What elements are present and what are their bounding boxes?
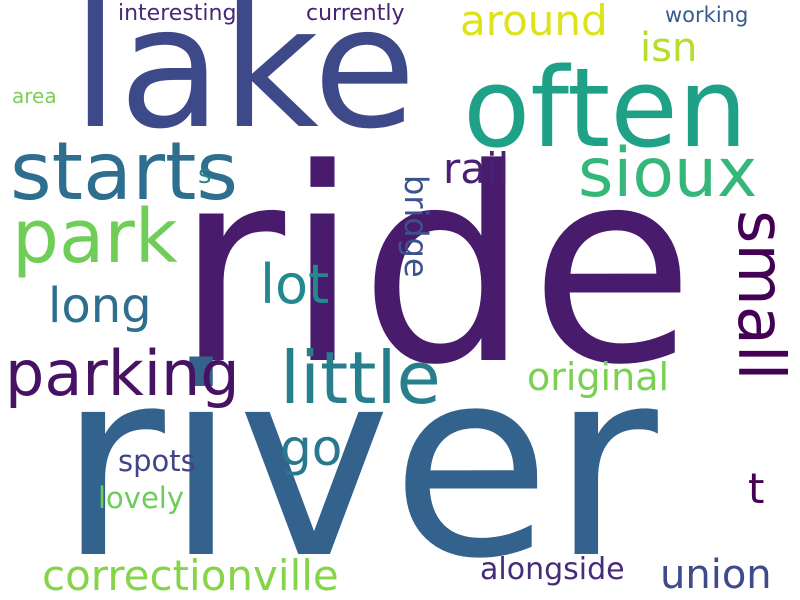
word-currently: currently xyxy=(306,1,405,26)
word-long: long xyxy=(48,278,152,334)
word-lake: lake xyxy=(72,0,417,166)
word-area: area xyxy=(12,84,57,108)
word-bridge: bridge xyxy=(397,175,435,278)
word-s: s xyxy=(198,160,212,190)
word-isn: isn xyxy=(640,25,698,71)
word-park: park xyxy=(12,194,178,280)
word-spots: spots xyxy=(118,444,196,478)
word-lot: lot xyxy=(260,253,330,316)
word-t: t xyxy=(748,464,765,513)
word-river: river xyxy=(58,314,658,600)
word-go: go xyxy=(280,419,343,477)
word-alongside: alongside xyxy=(480,552,625,587)
word-little: little xyxy=(280,336,441,420)
word-lovely: lovely xyxy=(98,481,185,515)
word-sioux: sioux xyxy=(578,134,758,213)
word-union: union xyxy=(660,552,772,598)
word-parking: parking xyxy=(5,337,240,410)
word-correctionville: correctionville xyxy=(42,551,339,600)
word-starts: starts xyxy=(10,125,239,218)
word-ride: ride xyxy=(175,112,695,424)
word-interesting: interesting xyxy=(118,1,237,26)
word-small: small xyxy=(723,210,797,381)
word-often: often xyxy=(463,44,748,172)
word-original: original xyxy=(527,355,670,399)
word-working: working xyxy=(665,3,749,27)
word-around: around xyxy=(460,0,608,45)
word-rail: rail xyxy=(443,144,510,193)
